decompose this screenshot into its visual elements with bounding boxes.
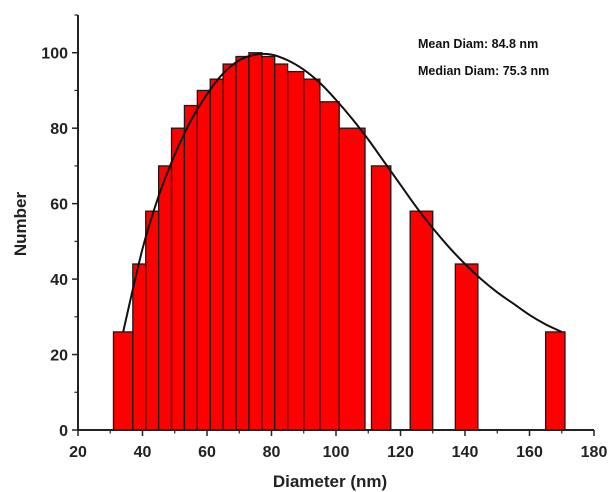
histogram-bar (261, 55, 276, 431)
x-tick-label: 40 (134, 444, 152, 461)
histogram-bar (370, 165, 392, 431)
histogram-bar (248, 52, 263, 431)
histogram-bar (409, 210, 434, 431)
histogram-bar (209, 78, 224, 431)
x-tick-label: 60 (198, 444, 216, 461)
y-tick-label: 100 (41, 46, 68, 63)
x-tick-label: 160 (516, 444, 543, 461)
x-tick-label: 80 (263, 444, 281, 461)
histogram-bar (235, 55, 250, 431)
histogram-bar (319, 101, 340, 431)
fit-curve (122, 52, 563, 333)
histogram-bar (544, 331, 566, 431)
histogram-bar (132, 263, 147, 431)
histogram-bar (196, 89, 211, 431)
x-tick-label: 140 (452, 444, 479, 461)
histogram-bar (183, 104, 198, 431)
y-tick-label: 80 (50, 121, 68, 138)
x-tick-label: 20 (69, 444, 87, 461)
y-tick-label: 60 (50, 197, 68, 214)
x-tick-label: 180 (581, 444, 608, 461)
bars-layer (112, 52, 566, 431)
y-tick-label: 20 (50, 348, 68, 365)
histogram-bar (286, 70, 305, 431)
histogram-bar (222, 63, 237, 431)
y-axis-title: Number (11, 192, 30, 257)
histogram-bar (338, 127, 366, 431)
y-tick-label: 0 (59, 423, 68, 440)
histogram-bar (145, 210, 160, 431)
y-tick-label: 40 (50, 272, 68, 289)
histogram-bar (274, 63, 289, 431)
histogram-bar (170, 127, 186, 431)
histogram-bar (157, 165, 173, 431)
x-axis-title: Diameter (nm) (273, 472, 387, 491)
x-tick-label: 100 (323, 444, 350, 461)
median-diameter-annotation: Median Diam: 75.3 nm (418, 64, 549, 78)
histogram-bar (112, 331, 134, 431)
histogram-bar (454, 263, 479, 431)
histogram-bar (303, 78, 321, 431)
mean-diameter-annotation: Mean Diam: 84.8 nm (418, 37, 538, 51)
x-tick-label: 120 (387, 444, 414, 461)
